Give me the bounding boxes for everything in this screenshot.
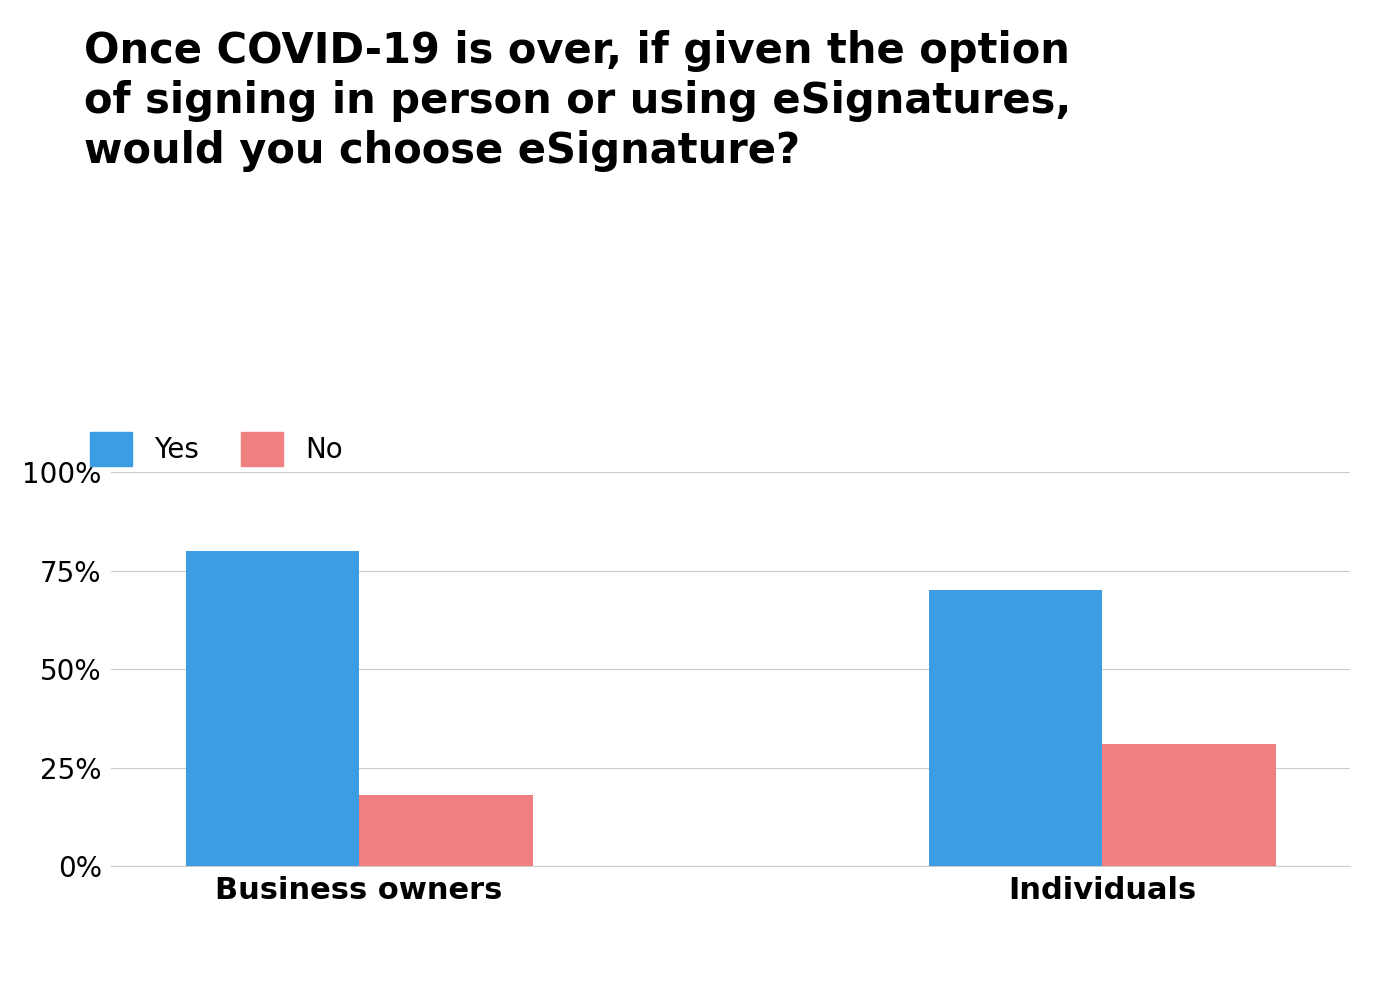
Bar — [185, 551, 359, 866]
Bar — [1102, 744, 1276, 866]
Bar — [359, 795, 533, 866]
Bar — [928, 590, 1102, 866]
Text: Once COVID-19 is over, if given the option
of signing in person or using eSignat: Once COVID-19 is over, if given the opti… — [84, 30, 1070, 172]
Legend: Yes, No: Yes, No — [90, 432, 342, 466]
